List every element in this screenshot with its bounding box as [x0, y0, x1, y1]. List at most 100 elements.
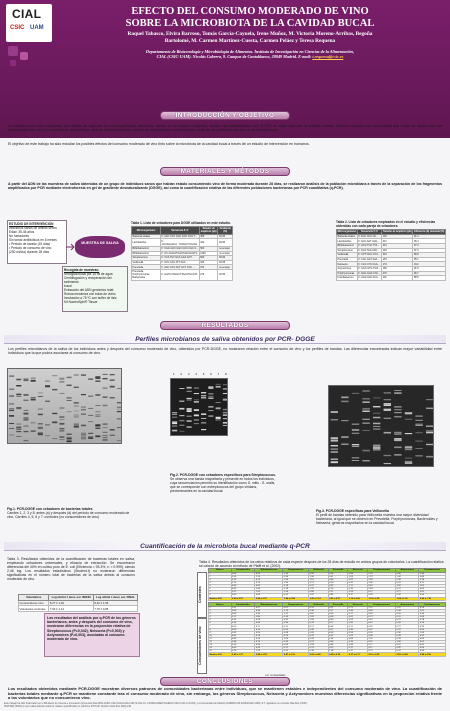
table-row: 14 0.00 0.43 0.11 0.13 0.12 0.17 0.17 0.02 0.04	[208, 646, 446, 651]
gel-band	[102, 423, 108, 425]
table-cell: 0.65 ± 0.64	[395, 652, 420, 657]
fig3-dgge-gel	[328, 385, 434, 467]
table-cell: 1.24 ± 1.32	[395, 596, 420, 602]
gel-band	[372, 444, 381, 446]
gel-band	[330, 444, 339, 447]
table1-caption: Tabla 1. Lista de cebadores para DGGE ut…	[131, 221, 231, 225]
gel-band	[66, 376, 72, 379]
gel-band	[351, 432, 360, 434]
gel-band	[73, 386, 79, 388]
gel-band	[88, 407, 94, 409]
gel-band	[186, 410, 192, 413]
gel-band	[23, 399, 29, 402]
gel-band	[394, 454, 402, 456]
gel-band	[16, 436, 22, 437]
gel-band	[201, 413, 207, 415]
logo-csic-text: CSIC	[10, 25, 25, 31]
gel-band	[172, 429, 178, 432]
gel-band	[351, 460, 360, 461]
email-link[interactable]: t.requena@csic.es	[312, 54, 344, 60]
fig3-caption: Fig.3. PCR-DGGE específicas para Veillon…	[316, 509, 438, 526]
gel-band	[37, 392, 43, 394]
table-header-cell: Voluntarios	[17, 594, 50, 601]
affiliation: Departamento de Biotecnología y Microbio…	[145, 49, 355, 60]
gel-band	[172, 412, 178, 414]
gel-band	[9, 375, 15, 377]
gel-band	[95, 435, 101, 438]
dgge-subheading: Perfiles microbianos de saliva obtenidos…	[4, 335, 446, 344]
decor-square-icon	[8, 46, 18, 56]
gel-band	[80, 432, 86, 434]
gel-band	[45, 400, 51, 402]
table-cell: Fusobacterium	[336, 275, 358, 281]
gel-band	[88, 438, 94, 439]
gel-band	[383, 403, 392, 405]
gel-band	[73, 402, 79, 404]
gel-band	[16, 385, 22, 387]
gel-band	[215, 418, 221, 420]
study-design-line: Individuos sanos de ambos sexos	[9, 226, 57, 230]
gel-band	[95, 377, 101, 380]
table-row: Prevotella F: AGC CCC ACT GCT GCC ... 153 n…	[130, 264, 233, 270]
table3: Voluntarios Log ufc/ml ± desv. est. INICI…	[17, 594, 139, 612]
table-row: Bacterias totales F: AGC CCC GC... 140 91.4	[336, 233, 446, 240]
gel-band	[73, 405, 79, 407]
gel-band	[45, 385, 51, 387]
gel-band	[362, 460, 370, 462]
gel-band	[80, 394, 86, 396]
table-header-cell: Eficiencia (E) obtenida (%)	[412, 229, 446, 235]
table-header-cell: Tamaño de amplicón (pb)	[198, 226, 219, 235]
gel-band	[30, 422, 36, 424]
intro-paragraph-2: El objetivo de este trabajo ha sido estu…	[8, 142, 310, 146]
gel-band	[222, 398, 227, 401]
gel-band	[66, 440, 72, 443]
gel-band	[172, 422, 178, 425]
gel-band	[394, 406, 402, 408]
table-row: Bifidobacterium F: GC-CGGGTGAGTAACACGTG 13…	[130, 250, 233, 257]
table-header-cell: Gradiente (%)	[217, 226, 233, 235]
fig2-caption: Fig.2. PCR-DGGE con cebadores específico…	[170, 473, 276, 494]
gel-band	[341, 420, 349, 422]
gel-band	[37, 413, 43, 416]
gel-band	[116, 408, 121, 410]
gel-band	[222, 399, 227, 401]
gel-band	[362, 449, 370, 452]
gel-band	[215, 408, 221, 410]
gel-band	[193, 401, 199, 403]
gel-band	[30, 379, 36, 382]
table-cell: 0.37 ± 0.17	[347, 652, 368, 657]
gel-band	[193, 423, 199, 425]
gel-band	[9, 415, 15, 417]
gel-band	[383, 454, 392, 457]
gel-band	[23, 413, 29, 415]
gel-band	[351, 423, 360, 425]
gel-band	[23, 440, 29, 442]
gel-band	[88, 436, 94, 439]
gel-band	[208, 395, 214, 397]
gel-band	[37, 426, 43, 428]
study-design-line: (250 ml/día) durante 28 días	[9, 250, 50, 254]
lane-label: 5	[202, 372, 205, 376]
gel-band	[172, 414, 178, 415]
gel-band	[201, 413, 207, 416]
gel-band	[179, 415, 185, 417]
lane-label: 6	[210, 372, 212, 376]
gel-band	[102, 427, 108, 429]
gel-band	[23, 430, 29, 433]
gel-band	[95, 414, 101, 416]
gel-band	[404, 412, 413, 413]
gel-band	[383, 431, 392, 433]
lane-label: 3	[187, 372, 190, 376]
gel-band	[425, 443, 433, 446]
gel-band	[208, 387, 214, 389]
gel-band	[330, 448, 339, 450]
gel-band	[52, 421, 58, 424]
table-header-cell: Microorganismo	[130, 226, 162, 235]
gel-band	[415, 432, 423, 434]
gel-band	[404, 457, 413, 459]
table-header-cell: Log ufc/ml ± desv. est. FINAL	[92, 594, 139, 601]
sample-collection-title: Recogida de muestras:	[64, 268, 100, 272]
study-design-line: • Periodo de lavado (15 días)	[9, 242, 51, 246]
table-cell: 0.88 ± 0.86	[418, 652, 446, 657]
gel-band	[59, 428, 65, 430]
